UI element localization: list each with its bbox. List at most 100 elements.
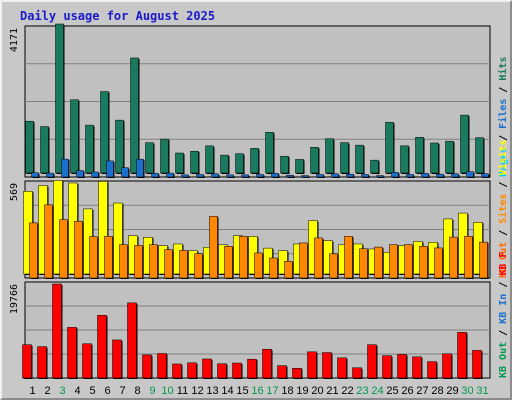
bar-hits-day-29 xyxy=(445,140,454,174)
bar-sites-day-15 xyxy=(239,236,248,279)
bar-hits-day-4 xyxy=(70,99,79,174)
bar-sites-day-9 xyxy=(149,244,158,279)
x-tick-label: 10 xyxy=(161,385,173,397)
x-tick-label: 23 xyxy=(356,385,368,397)
bar-hits-day-26 xyxy=(400,145,409,174)
bar-files-day-26 xyxy=(406,174,414,178)
bar-kb-f-day-21 xyxy=(322,352,332,379)
bar-files-day-31 xyxy=(481,173,489,178)
bar-hits-day-25 xyxy=(385,122,394,174)
x-tick-label: 20 xyxy=(311,385,323,397)
legend-item: / xyxy=(498,224,509,242)
bar-files-day-22 xyxy=(346,173,354,178)
x-tick-label: 15 xyxy=(236,385,248,397)
bar-sites-day-25 xyxy=(389,244,398,279)
bar-hits-day-5 xyxy=(85,124,94,174)
bar-sites-day-5 xyxy=(89,236,98,279)
bar-hits-day-20 xyxy=(310,147,319,174)
panel-3-ymax-label: 19766 xyxy=(9,284,20,314)
bar-hits-day-16 xyxy=(250,148,259,174)
bar-sites-day-13 xyxy=(209,215,218,279)
bar-kb-f-day-5 xyxy=(82,343,92,379)
x-tick-label: 1 xyxy=(29,385,35,397)
bar-files-day-25 xyxy=(391,172,399,178)
bar-hits-day-10 xyxy=(160,138,169,174)
bar-hits-day-30 xyxy=(460,114,469,174)
bar-hits-day-3 xyxy=(55,23,64,174)
chart-title: Daily usage for August 2025 xyxy=(20,9,216,23)
x-tick-label: 3 xyxy=(59,385,65,397)
x-tick-label: 25 xyxy=(386,385,398,397)
legend-item: KB Out xyxy=(498,342,509,378)
bar-files-day-23 xyxy=(361,174,369,178)
bar-sites-day-19 xyxy=(299,242,308,279)
panel-2-ymax-label: 569 xyxy=(9,183,20,201)
bar-hits-day-6 xyxy=(100,91,109,174)
legend-item: KB Out xyxy=(498,242,509,278)
x-tick-label: 31 xyxy=(476,385,488,397)
bar-hits-day-19 xyxy=(295,159,304,174)
bar-hits-day-2 xyxy=(40,126,49,174)
bar-shadow xyxy=(302,176,310,178)
bar-sites-day-1 xyxy=(29,222,38,279)
bar-sites-day-23 xyxy=(359,248,368,279)
x-tick-label: 30 xyxy=(461,385,473,397)
bar-hits-day-21 xyxy=(325,138,334,174)
x-tick-label: 5 xyxy=(89,385,95,397)
bar-hits-day-7 xyxy=(115,119,124,174)
bar-sites-day-7 xyxy=(119,244,128,279)
bar-files-day-12 xyxy=(196,174,204,178)
bar-visits-day-6 xyxy=(98,181,108,275)
x-tick-label: 26 xyxy=(401,385,413,397)
bar-files-day-16 xyxy=(256,174,264,178)
bar-sites-day-21 xyxy=(329,253,338,279)
bar-kb-f-day-12 xyxy=(187,362,197,379)
x-tick-label: 21 xyxy=(326,385,338,397)
x-tick-label: 6 xyxy=(104,385,110,397)
bar-kb-f-day-11 xyxy=(172,363,182,379)
bar-kb-f-day-19 xyxy=(292,368,302,379)
bar-files-day-21 xyxy=(331,173,339,178)
bar-files-day-10 xyxy=(166,172,174,178)
bar-files-day-17 xyxy=(271,173,279,178)
legend-item: / xyxy=(498,324,509,342)
bar-kb-f-day-14 xyxy=(217,363,227,379)
panel-1-legend: Pages / Files / Hits xyxy=(497,57,509,177)
bar-sites-day-18 xyxy=(284,261,293,279)
bar-files-day-7 xyxy=(121,167,129,178)
bar-sites-day-10 xyxy=(164,249,173,279)
bar-files-day-9 xyxy=(151,173,159,178)
bar-kb-f-day-29 xyxy=(442,353,452,379)
x-tick-label: 11 xyxy=(177,385,188,397)
bar-sites-day-29 xyxy=(449,236,458,279)
x-tick-label: 7 xyxy=(119,385,125,397)
bar-sites-day-4 xyxy=(74,220,83,279)
x-tick-label: 29 xyxy=(446,385,458,397)
bar-files-day-11 xyxy=(181,174,189,178)
bar-sites-day-6 xyxy=(104,236,113,279)
bar-sites-day-12 xyxy=(194,253,203,279)
x-tick-label: 19 xyxy=(296,385,308,397)
bar-files-day-1 xyxy=(31,172,39,178)
legend-item: Pages xyxy=(498,147,509,177)
bar-sites-day-30 xyxy=(464,236,473,279)
bar-kb-f-day-15 xyxy=(232,362,242,379)
x-tick-label: 14 xyxy=(221,385,233,397)
bar-files-day-14 xyxy=(226,174,234,178)
bar-kb-f-day-31 xyxy=(472,350,482,379)
bar-kb-f-day-8 xyxy=(127,302,137,379)
bar-hits-day-22 xyxy=(340,142,349,174)
bar-sites-day-3 xyxy=(59,219,68,279)
bar-hits-day-8 xyxy=(130,57,139,174)
bar-files-day-29 xyxy=(451,173,459,178)
bar-kb-f-day-18 xyxy=(277,365,287,379)
bar-sites-day-8 xyxy=(134,245,143,279)
bar-kb-f-day-25 xyxy=(382,355,392,379)
bar-sites-day-24 xyxy=(374,246,383,279)
x-tick-label: 13 xyxy=(206,385,218,397)
bar-kb-f-day-6 xyxy=(97,314,107,379)
bar-sites-day-2 xyxy=(44,204,53,279)
x-tick-label: 16 xyxy=(251,385,263,397)
bar-hits-day-28 xyxy=(430,142,439,174)
bar-kb-f-day-10 xyxy=(157,353,167,379)
